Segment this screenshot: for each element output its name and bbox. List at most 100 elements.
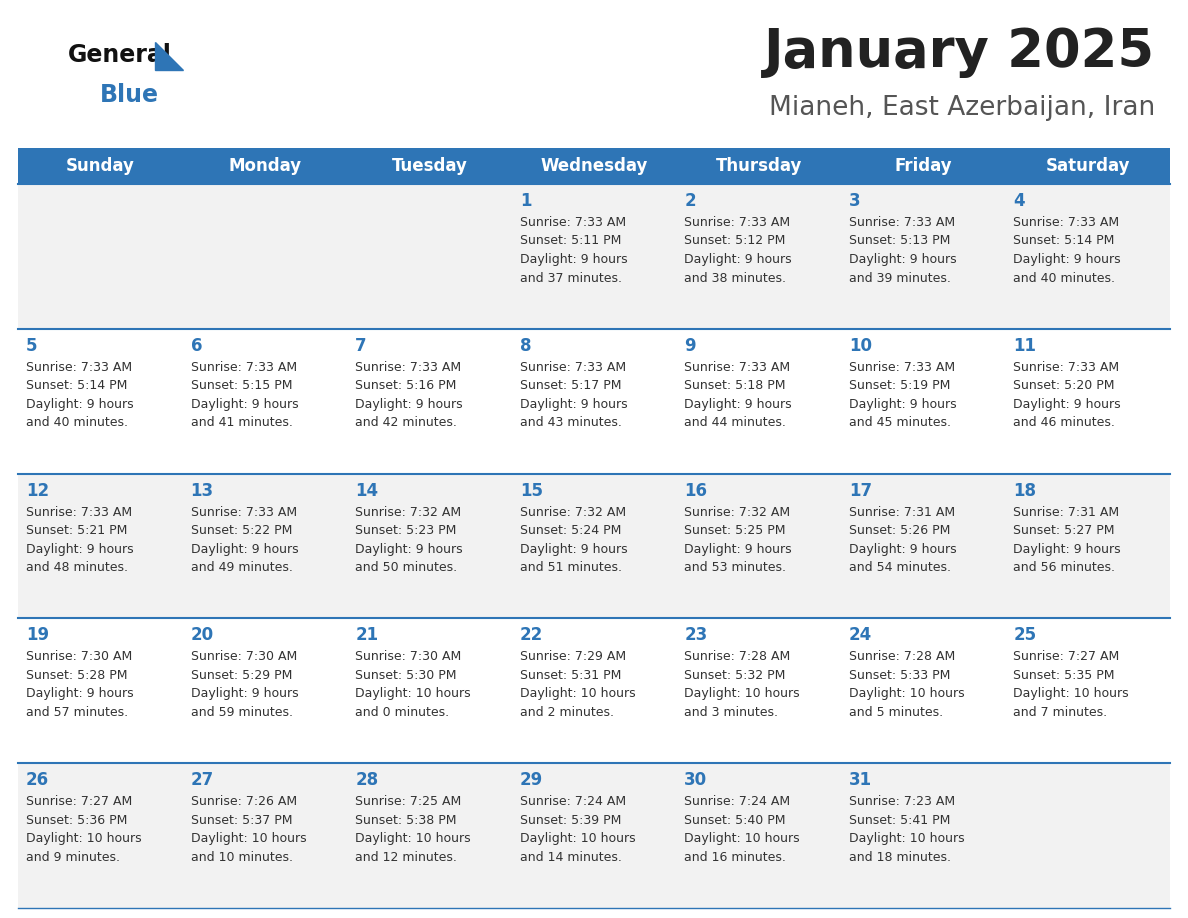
Text: Sunrise: 7:24 AM: Sunrise: 7:24 AM <box>684 795 790 808</box>
Text: Daylight: 9 hours: Daylight: 9 hours <box>684 253 792 266</box>
Bar <box>183 148 347 184</box>
Text: 8: 8 <box>519 337 531 354</box>
Bar <box>347 763 512 908</box>
Text: Daylight: 10 hours: Daylight: 10 hours <box>684 833 800 845</box>
Text: 5: 5 <box>26 337 38 354</box>
Text: and 46 minutes.: and 46 minutes. <box>1013 416 1116 430</box>
Text: Sunrise: 7:33 AM: Sunrise: 7:33 AM <box>190 506 297 519</box>
Text: Sunset: 5:33 PM: Sunset: 5:33 PM <box>849 669 950 682</box>
Bar <box>512 619 676 763</box>
Bar <box>1005 184 1170 329</box>
Text: 16: 16 <box>684 482 707 499</box>
Text: Sunset: 5:39 PM: Sunset: 5:39 PM <box>519 813 621 827</box>
Text: Daylight: 9 hours: Daylight: 9 hours <box>519 397 627 410</box>
Text: Sunrise: 7:30 AM: Sunrise: 7:30 AM <box>190 650 297 664</box>
Text: Sunrise: 7:32 AM: Sunrise: 7:32 AM <box>684 506 790 519</box>
Text: Daylight: 9 hours: Daylight: 9 hours <box>849 253 956 266</box>
Text: 17: 17 <box>849 482 872 499</box>
Text: Sunset: 5:32 PM: Sunset: 5:32 PM <box>684 669 785 682</box>
Text: Sunset: 5:26 PM: Sunset: 5:26 PM <box>849 524 950 537</box>
Text: 19: 19 <box>26 626 49 644</box>
Text: Sunrise: 7:32 AM: Sunrise: 7:32 AM <box>519 506 626 519</box>
Text: Sunrise: 7:33 AM: Sunrise: 7:33 AM <box>519 216 626 229</box>
Bar <box>1005 763 1170 908</box>
Text: Tuesday: Tuesday <box>392 157 467 175</box>
Bar <box>841 329 1005 474</box>
Text: Sunset: 5:12 PM: Sunset: 5:12 PM <box>684 234 785 248</box>
Text: Sunrise: 7:33 AM: Sunrise: 7:33 AM <box>26 361 132 374</box>
Bar <box>18 184 183 329</box>
Bar <box>1005 619 1170 763</box>
Text: and 14 minutes.: and 14 minutes. <box>519 851 621 864</box>
Text: and 44 minutes.: and 44 minutes. <box>684 416 786 430</box>
Text: Sunset: 5:23 PM: Sunset: 5:23 PM <box>355 524 456 537</box>
Text: Daylight: 10 hours: Daylight: 10 hours <box>355 833 470 845</box>
Text: 24: 24 <box>849 626 872 644</box>
Text: and 41 minutes.: and 41 minutes. <box>190 416 292 430</box>
Text: Sunset: 5:19 PM: Sunset: 5:19 PM <box>849 379 950 392</box>
Text: and 38 minutes.: and 38 minutes. <box>684 272 786 285</box>
Text: 1: 1 <box>519 192 531 210</box>
Bar <box>676 619 841 763</box>
Text: Sunset: 5:31 PM: Sunset: 5:31 PM <box>519 669 621 682</box>
Text: Sunrise: 7:33 AM: Sunrise: 7:33 AM <box>355 361 461 374</box>
Text: Daylight: 9 hours: Daylight: 9 hours <box>190 543 298 555</box>
Text: and 49 minutes.: and 49 minutes. <box>190 561 292 574</box>
Text: Sunset: 5:15 PM: Sunset: 5:15 PM <box>190 379 292 392</box>
Bar <box>18 148 183 184</box>
Text: 13: 13 <box>190 482 214 499</box>
Text: Sunrise: 7:24 AM: Sunrise: 7:24 AM <box>519 795 626 808</box>
Text: 31: 31 <box>849 771 872 789</box>
Bar <box>512 329 676 474</box>
Text: and 2 minutes.: and 2 minutes. <box>519 706 614 719</box>
Text: Sunrise: 7:27 AM: Sunrise: 7:27 AM <box>1013 650 1119 664</box>
Text: Sunset: 5:30 PM: Sunset: 5:30 PM <box>355 669 456 682</box>
Text: and 54 minutes.: and 54 minutes. <box>849 561 950 574</box>
Bar <box>1005 329 1170 474</box>
Bar <box>841 474 1005 619</box>
Text: Daylight: 10 hours: Daylight: 10 hours <box>849 833 965 845</box>
Bar <box>512 763 676 908</box>
Text: and 53 minutes.: and 53 minutes. <box>684 561 786 574</box>
Bar <box>18 474 183 619</box>
Text: Mianeh, East Azerbaijan, Iran: Mianeh, East Azerbaijan, Iran <box>769 95 1155 121</box>
Bar <box>676 329 841 474</box>
Text: Daylight: 9 hours: Daylight: 9 hours <box>1013 397 1121 410</box>
Bar <box>676 474 841 619</box>
Text: Sunset: 5:16 PM: Sunset: 5:16 PM <box>355 379 456 392</box>
Bar <box>347 148 512 184</box>
Text: Daylight: 10 hours: Daylight: 10 hours <box>849 688 965 700</box>
Bar <box>347 474 512 619</box>
Text: and 39 minutes.: and 39 minutes. <box>849 272 950 285</box>
Text: Sunrise: 7:33 AM: Sunrise: 7:33 AM <box>684 216 790 229</box>
Text: Daylight: 9 hours: Daylight: 9 hours <box>519 543 627 555</box>
Text: Sunrise: 7:33 AM: Sunrise: 7:33 AM <box>190 361 297 374</box>
Bar <box>183 329 347 474</box>
Text: Sunset: 5:38 PM: Sunset: 5:38 PM <box>355 813 456 827</box>
Text: Daylight: 9 hours: Daylight: 9 hours <box>849 397 956 410</box>
Text: 26: 26 <box>26 771 49 789</box>
Text: Daylight: 9 hours: Daylight: 9 hours <box>355 543 463 555</box>
Bar <box>183 619 347 763</box>
Text: Sunrise: 7:27 AM: Sunrise: 7:27 AM <box>26 795 132 808</box>
Text: and 10 minutes.: and 10 minutes. <box>190 851 292 864</box>
Text: and 12 minutes.: and 12 minutes. <box>355 851 457 864</box>
Text: Sunset: 5:14 PM: Sunset: 5:14 PM <box>1013 234 1114 248</box>
Bar <box>676 184 841 329</box>
Text: Sunrise: 7:30 AM: Sunrise: 7:30 AM <box>355 650 461 664</box>
Text: Daylight: 9 hours: Daylight: 9 hours <box>849 543 956 555</box>
Text: Sunset: 5:25 PM: Sunset: 5:25 PM <box>684 524 785 537</box>
Bar <box>183 184 347 329</box>
Text: Sunrise: 7:25 AM: Sunrise: 7:25 AM <box>355 795 461 808</box>
Text: Sunset: 5:20 PM: Sunset: 5:20 PM <box>1013 379 1114 392</box>
Text: Daylight: 10 hours: Daylight: 10 hours <box>684 688 800 700</box>
Text: Daylight: 10 hours: Daylight: 10 hours <box>519 833 636 845</box>
Bar <box>18 763 183 908</box>
Text: Daylight: 9 hours: Daylight: 9 hours <box>26 688 133 700</box>
Text: Thursday: Thursday <box>715 157 802 175</box>
Text: Daylight: 10 hours: Daylight: 10 hours <box>190 833 307 845</box>
Text: Sunset: 5:40 PM: Sunset: 5:40 PM <box>684 813 785 827</box>
Text: and 16 minutes.: and 16 minutes. <box>684 851 786 864</box>
Text: General: General <box>68 43 172 67</box>
Text: Sunrise: 7:26 AM: Sunrise: 7:26 AM <box>190 795 297 808</box>
